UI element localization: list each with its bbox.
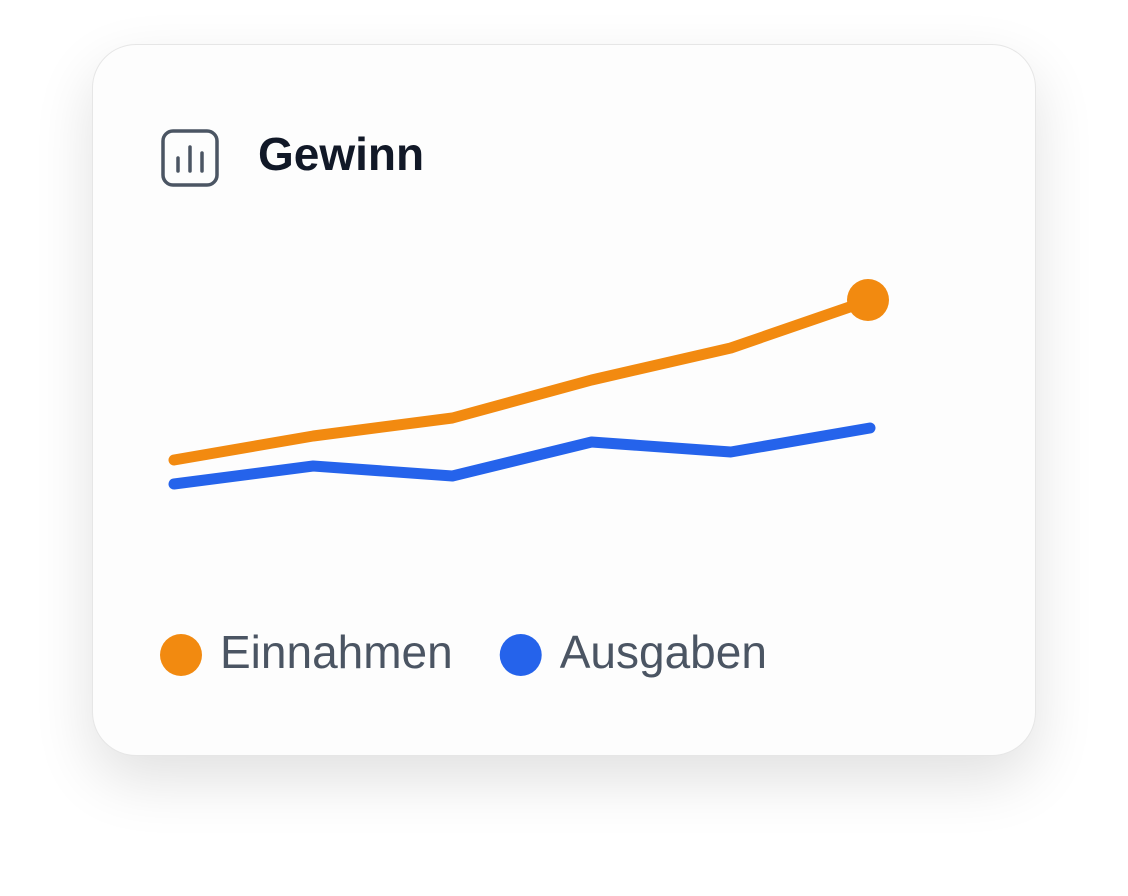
chart-icon xyxy=(161,129,219,187)
chart-title: Gewinn xyxy=(258,128,424,180)
series-line xyxy=(168,294,876,466)
card xyxy=(92,44,1036,756)
series-line xyxy=(168,422,876,490)
end-point xyxy=(847,279,889,321)
legend-marker xyxy=(499,634,542,676)
legend-marker xyxy=(160,634,202,676)
legend-label: Einnahmen xyxy=(220,626,453,678)
legend-label: Ausgaben xyxy=(560,626,767,678)
